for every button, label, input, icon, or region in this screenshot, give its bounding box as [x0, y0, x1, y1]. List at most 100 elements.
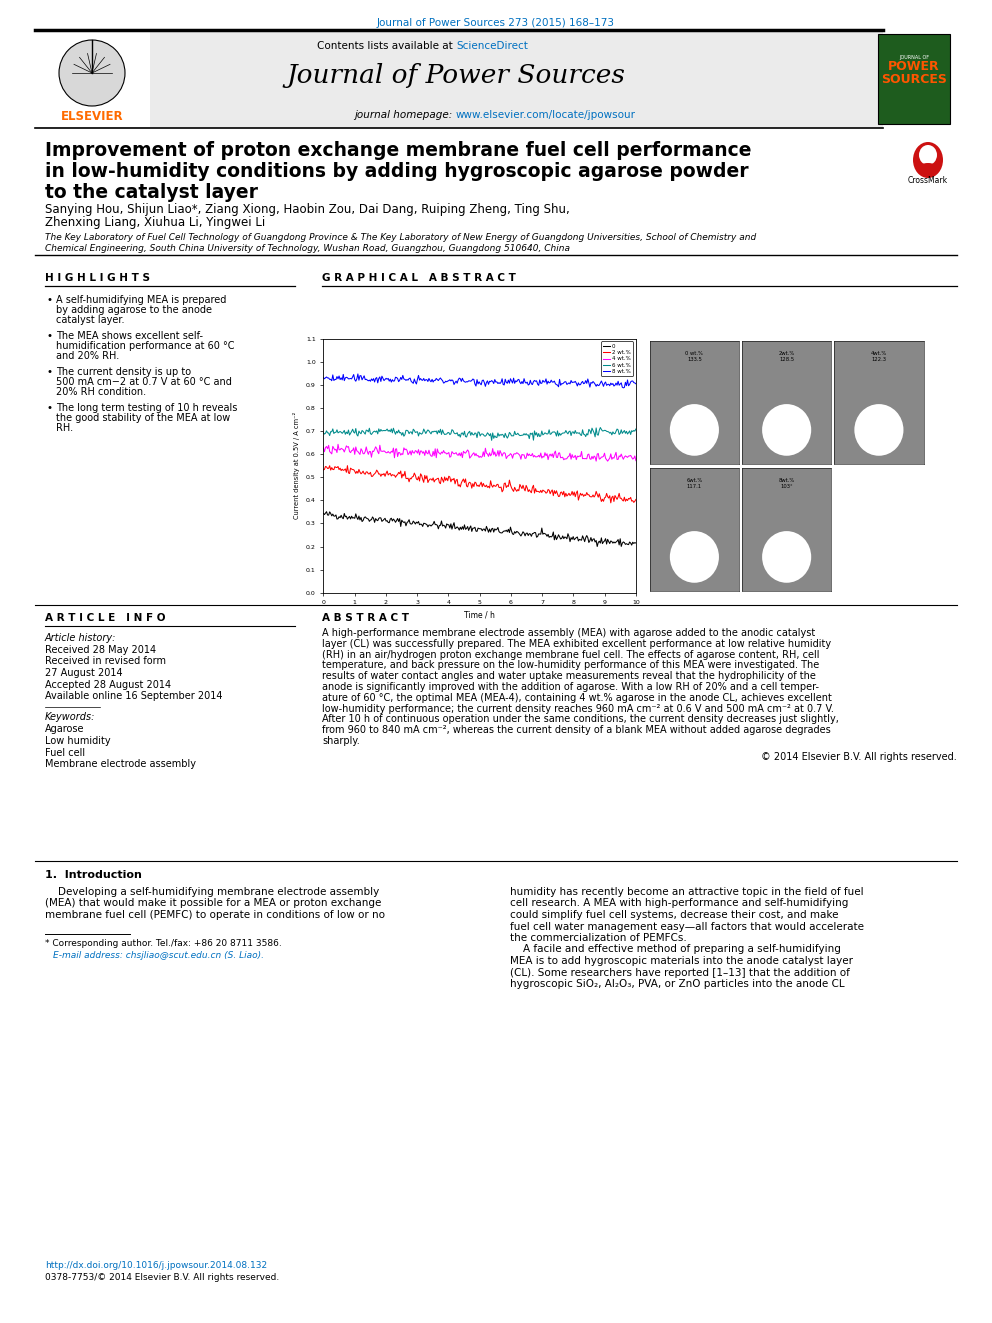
- 6 wt.%: [630, 421, 642, 437]
- 2 wt.%: [317, 462, 329, 478]
- 0: [591, 538, 603, 554]
- 6 wt.%: [510, 426, 522, 442]
- Text: in low-humidity conditions by adding hygroscopic agarose powder: in low-humidity conditions by adding hyg…: [45, 161, 749, 181]
- Text: (RH) in an air/hydrogen proton exchange membrane fuel cell. The effects of agaro: (RH) in an air/hydrogen proton exchange …: [322, 650, 819, 660]
- 4 wt.%: [505, 446, 517, 462]
- Ellipse shape: [919, 146, 937, 165]
- Text: The current density is up to: The current density is up to: [56, 366, 191, 377]
- Text: 20% RH condition.: 20% RH condition.: [56, 388, 146, 397]
- Text: G R A P H I C A L   A B S T R A C T: G R A P H I C A L A B S T R A C T: [322, 273, 516, 283]
- Text: cell research. A MEA with high-performance and self-humidifying: cell research. A MEA with high-performan…: [510, 898, 848, 909]
- 4 wt.%: [332, 437, 344, 452]
- Text: © 2014 Elsevier B.V. All rights reserved.: © 2014 Elsevier B.V. All rights reserved…: [761, 751, 957, 762]
- Text: CrossMark: CrossMark: [908, 176, 948, 185]
- 8 wt.%: [318, 370, 330, 386]
- Text: •: •: [47, 366, 53, 377]
- 4 wt.%: [630, 452, 642, 468]
- Text: The long term testing of 10 h reveals: The long term testing of 10 h reveals: [56, 404, 237, 413]
- Text: Received in revised form: Received in revised form: [45, 656, 166, 667]
- 6 wt.%: [582, 427, 594, 443]
- 2 wt.%: [510, 482, 522, 497]
- Text: (MEA) that would make it possible for a MEA or proton exchange: (MEA) that would make it possible for a …: [45, 898, 381, 909]
- 0: [603, 533, 615, 549]
- 2 wt.%: [605, 495, 617, 511]
- Text: Zhenxing Liang, Xiuhua Li, Yingwei Li: Zhenxing Liang, Xiuhua Li, Yingwei Li: [45, 216, 265, 229]
- Text: low-humidity performance; the current density reaches 960 mA cm⁻² at 0.6 V and 5: low-humidity performance; the current de…: [322, 704, 834, 713]
- 0: [317, 505, 329, 521]
- Text: A facile and effective method of preparing a self-humidifying: A facile and effective method of prepari…: [510, 945, 841, 954]
- Ellipse shape: [918, 163, 938, 173]
- 8 wt.%: [582, 370, 594, 386]
- 8 wt.%: [505, 370, 517, 386]
- Text: Received 28 May 2014: Received 28 May 2014: [45, 646, 156, 655]
- Text: sharply.: sharply.: [322, 736, 360, 746]
- Text: ature of 60 °C, the optimal MEA (MEA-4), containing 4 wt.% agarose in the anode : ature of 60 °C, the optimal MEA (MEA-4),…: [322, 693, 832, 703]
- Text: humidity has recently become an attractive topic in the field of fuel: humidity has recently become an attracti…: [510, 886, 864, 897]
- 4 wt.%: [602, 454, 614, 470]
- Text: After 10 h of continuous operation under the same conditions, the current densit: After 10 h of continuous operation under…: [322, 714, 839, 725]
- X-axis label: Time / h: Time / h: [464, 611, 495, 620]
- 4 wt.%: [318, 443, 330, 459]
- Text: layer (CL) was successfully prepared. The MEA exhibited excellent performance at: layer (CL) was successfully prepared. Th…: [322, 639, 831, 648]
- 2 wt.%: [630, 492, 642, 508]
- Text: ScienceDirect: ScienceDirect: [456, 41, 528, 52]
- Text: Contents lists available at: Contents lists available at: [317, 41, 456, 52]
- Text: temperature, and back pressure on the low-humidity performance of this MEA were : temperature, and back pressure on the lo…: [322, 660, 819, 671]
- Text: Available online 16 September 2014: Available online 16 September 2014: [45, 691, 222, 701]
- Text: 27 August 2014: 27 August 2014: [45, 668, 123, 677]
- Text: 1.  Introduction: 1. Introduction: [45, 871, 142, 880]
- 8 wt.%: [504, 376, 516, 392]
- Line: 8 wt.%: 8 wt.%: [323, 374, 636, 388]
- 2 wt.%: [582, 487, 594, 503]
- 6 wt.%: [318, 426, 330, 442]
- 8 wt.%: [317, 369, 329, 385]
- Text: anode is significantly improved with the addition of agarose. With a low RH of 2: anode is significantly improved with the…: [322, 681, 819, 692]
- 2 wt.%: [602, 488, 614, 504]
- Bar: [35, 30, 150, 127]
- Text: membrane fuel cell (PEMFC) to operate in conditions of low or no: membrane fuel cell (PEMFC) to operate in…: [45, 910, 385, 919]
- Text: the good stability of the MEA at low: the good stability of the MEA at low: [56, 413, 230, 423]
- Text: hygroscopic SiO₂, Al₂O₃, PVA, or ZnO particles into the anode CL: hygroscopic SiO₂, Al₂O₃, PVA, or ZnO par…: [510, 979, 844, 990]
- 6 wt.%: [603, 423, 615, 439]
- Text: and 20% RH.: and 20% RH.: [56, 351, 119, 361]
- 8 wt.%: [602, 377, 614, 393]
- Text: Keywords:: Keywords:: [45, 713, 95, 722]
- 6 wt.%: [505, 426, 517, 442]
- 6 wt.%: [317, 425, 329, 441]
- Text: Journal of Power Sources 273 (2015) 168–173: Journal of Power Sources 273 (2015) 168–…: [377, 19, 615, 28]
- 6 wt.%: [504, 425, 516, 441]
- 8 wt.%: [617, 380, 629, 396]
- Ellipse shape: [762, 404, 811, 455]
- Text: Article history:: Article history:: [45, 632, 116, 643]
- Ellipse shape: [762, 531, 811, 582]
- Y-axis label: Current density at 0.5V / A cm⁻²: Current density at 0.5V / A cm⁻²: [294, 411, 301, 520]
- Text: results of water contact angles and water uptake measurements reveal that the hy: results of water contact angles and wate…: [322, 671, 815, 681]
- Text: Developing a self-humidifying membrane electrode assembly: Developing a self-humidifying membrane e…: [45, 886, 379, 897]
- Line: 0: 0: [323, 512, 636, 546]
- 4 wt.%: [317, 439, 329, 455]
- Text: fuel cell water management easy—all factors that would accelerate: fuel cell water management easy—all fact…: [510, 922, 864, 931]
- Text: by adding agarose to the anode: by adding agarose to the anode: [56, 306, 212, 315]
- 2 wt.%: [505, 476, 517, 492]
- Text: SOURCES: SOURCES: [881, 73, 947, 86]
- 4 wt.%: [603, 451, 615, 467]
- Text: 500 mA cm−2 at 0.7 V at 60 °C and: 500 mA cm−2 at 0.7 V at 60 °C and: [56, 377, 232, 388]
- Text: MEA is to add hygroscopic materials into the anode catalyst layer: MEA is to add hygroscopic materials into…: [510, 957, 853, 966]
- Ellipse shape: [670, 531, 719, 582]
- 8 wt.%: [510, 373, 522, 389]
- Text: •: •: [47, 295, 53, 306]
- 0: [505, 519, 517, 534]
- Text: Journal of Power Sources: Journal of Power Sources: [287, 64, 625, 89]
- 8 wt.%: [352, 366, 364, 382]
- Text: •: •: [47, 404, 53, 413]
- Text: * Corresponding author. Tel./fax: +86 20 8711 3586.: * Corresponding author. Tel./fax: +86 20…: [45, 939, 282, 949]
- Text: Low humidity: Low humidity: [45, 736, 111, 746]
- 6 wt.%: [594, 419, 606, 435]
- Bar: [35, 30, 883, 128]
- Text: to the catalyst layer: to the catalyst layer: [45, 183, 258, 202]
- Bar: [878, 34, 950, 124]
- Text: JOURNAL OF: JOURNAL OF: [899, 56, 929, 60]
- Text: the commercialization of PEMFCs.: the commercialization of PEMFCs.: [510, 933, 686, 943]
- Text: Agarose: Agarose: [45, 725, 84, 734]
- Text: 2wt.%
128.5: 2wt.% 128.5: [779, 351, 795, 363]
